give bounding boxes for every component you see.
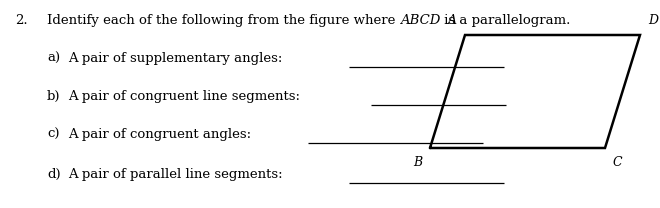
Text: 2.: 2. <box>15 14 28 27</box>
Text: Identify each of the following from the figure where: Identify each of the following from the … <box>47 14 399 27</box>
Text: B: B <box>413 156 422 169</box>
Text: A: A <box>448 14 457 27</box>
Text: A pair of congruent line segments:: A pair of congruent line segments: <box>68 90 300 103</box>
Text: b): b) <box>47 90 61 103</box>
Text: is a parallelogram.: is a parallelogram. <box>440 14 570 27</box>
Text: c): c) <box>47 128 59 141</box>
Text: ABCD: ABCD <box>399 14 440 27</box>
Text: D: D <box>648 14 658 27</box>
Text: A pair of parallel line segments:: A pair of parallel line segments: <box>68 168 282 181</box>
Text: A pair of supplementary angles:: A pair of supplementary angles: <box>68 52 282 65</box>
Text: A pair of congruent angles:: A pair of congruent angles: <box>68 128 251 141</box>
Text: d): d) <box>47 168 61 181</box>
Text: C: C <box>613 156 622 169</box>
Text: a): a) <box>47 52 60 65</box>
